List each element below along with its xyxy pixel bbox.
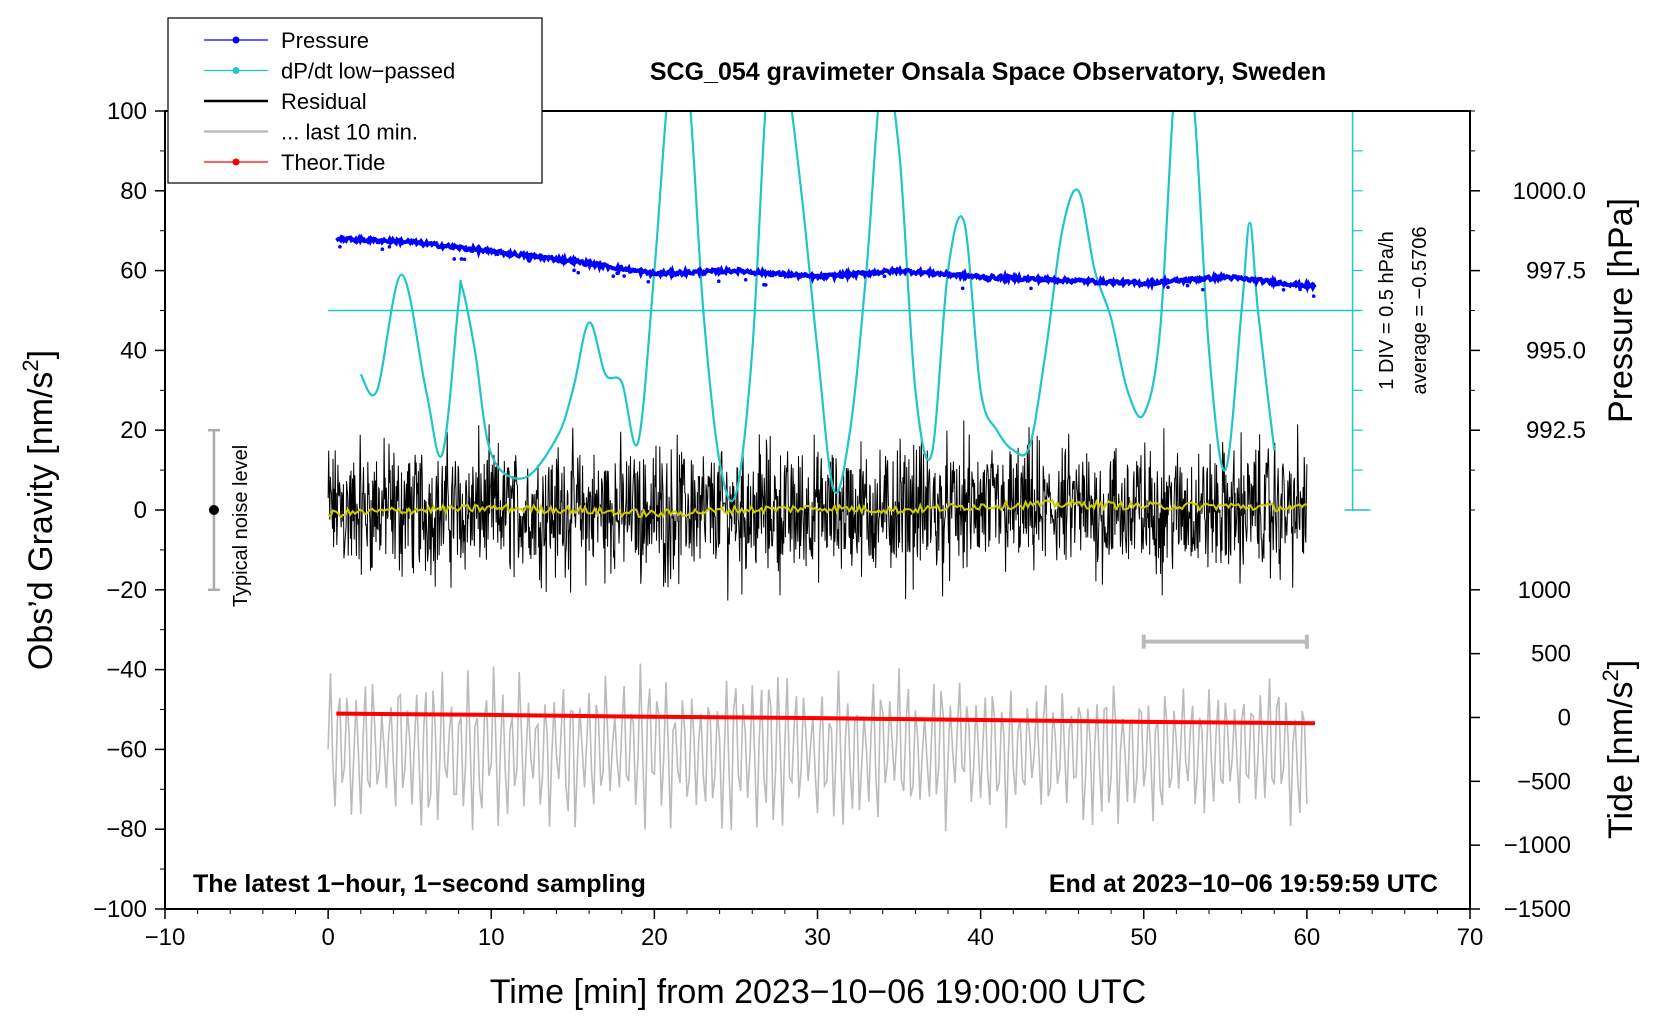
pressure-point [1311,294,1316,298]
pressure-point [622,274,626,278]
tide-tick-label: −1000 [1504,832,1571,859]
pressure-point [646,279,651,284]
legend-label: Pressure [281,28,369,53]
legend-label: Residual [281,89,367,114]
tide-axis-label-sup: 2 [1598,669,1623,681]
y-tick-label: 100 [107,98,147,125]
x-tick-label: 70 [1457,924,1484,951]
y-axis-label-sup: 2 [18,359,43,371]
pressure-point [527,259,532,263]
dpdt-series-line [359,111,1276,503]
pressure-tick-label: 992.5 [1526,417,1586,444]
pressure-point [484,249,489,254]
y-tick-label: −80 [106,816,147,843]
pressure-point [960,286,965,291]
tide-series-line [336,711,1316,726]
noise-level-label: Typical noise level [230,445,252,607]
y-tick-label: 0 [134,497,147,524]
tide-axis-label-end: ] [1602,660,1640,669]
pressure-point [743,277,748,282]
y-tick-label: −60 [106,736,147,763]
x-tick-label: 40 [967,924,994,951]
x-tick-label: 30 [804,924,831,951]
x-tick-label: 20 [641,924,668,951]
pressure-point [882,274,887,279]
pressure-point [716,279,721,284]
pressure-tick-label: 997.5 [1526,258,1586,285]
chart-title: SCG_054 gravimeter Onsala Space Observat… [650,58,1326,86]
pressure-tick-label: 1000.0 [1513,178,1586,205]
pressure-point [1185,283,1190,288]
x-tick-label: 10 [478,924,505,951]
tide-tick-label: 500 [1531,641,1571,668]
pressure-point [762,282,766,287]
legend-label: dP/dt low−passed [281,59,455,84]
pressure-point [576,270,581,275]
pressure-tick-label: 995.0 [1526,337,1586,364]
y-axis-label-main: Obs’d Gravity [nm/s [22,372,60,671]
pressure-point [572,268,576,273]
pressure-point [452,257,457,261]
pressure-point [611,274,616,278]
pressure-point [1298,287,1302,292]
pressure-point [495,252,500,257]
pressure-axis-label: Pressure [hPa] [1602,198,1640,423]
tide-tick-label: −500 [1517,768,1571,795]
legend-swatch-marker [232,36,240,44]
dpdt-average-label: average = −0.5706 [1409,227,1431,395]
x-tick-label: −10 [145,924,186,951]
y-tick-label: 80 [120,178,147,205]
pressure-point [387,244,392,249]
legend-label: ... last 10 min. [281,120,418,145]
pressure-point [380,247,385,252]
pressure-point [459,257,464,261]
x-tick-label: 0 [321,924,334,951]
tide-axis-label: Tide [nm/s2] [1598,660,1640,839]
y-axis-label: Obs’d Gravity [nm/s2] [18,350,60,670]
tide-tick-label: −1500 [1504,896,1571,923]
footer-left-label: The latest 1−hour, 1−second sampling [193,870,646,898]
x-tick-label: 50 [1130,924,1157,951]
pressure-point [1281,287,1286,292]
pressure-point [462,257,467,262]
y-tick-label: −40 [106,657,147,684]
y-tick-label: −20 [106,577,147,604]
residual-series-line [327,420,1308,601]
legend-label: Theor.Tide [281,150,385,175]
y-axis-label-end: ] [22,350,60,359]
pressure-point [1166,285,1170,290]
pressure-point [986,278,990,283]
y-tick-label: −100 [93,896,147,923]
pressure-point [491,250,496,254]
noise-level-dot [208,505,219,515]
y-tick-label: 40 [120,337,147,364]
legend-swatch-marker [232,67,240,74]
y-tick-label: 60 [120,258,147,285]
pressure-point [1029,286,1033,291]
footer-right-label: End at 2023−10−06 19:59:59 UTC [1049,870,1438,898]
last10min-series-line [327,663,1308,832]
tide-axis-label-main: Tide [nm/s [1602,682,1640,839]
y-tick-label: 20 [120,417,147,444]
tide-tick-label: 0 [1558,704,1571,731]
x-axis-label: Time [min] from 2023−10−06 19:00:00 UTC [490,973,1146,1011]
pressure-point [615,271,619,276]
tide-tick-label: 1000 [1518,577,1571,604]
x-tick-label: 60 [1294,924,1321,951]
pressure-point [338,244,342,249]
pressure-series-line [335,233,1317,294]
pressure-point [1200,287,1205,292]
legend-swatch-marker [232,158,240,166]
dpdt-scale-label: 1 DIV = 0.5 hPa/h [1376,231,1398,389]
residual-smoothed-line [327,498,1307,519]
